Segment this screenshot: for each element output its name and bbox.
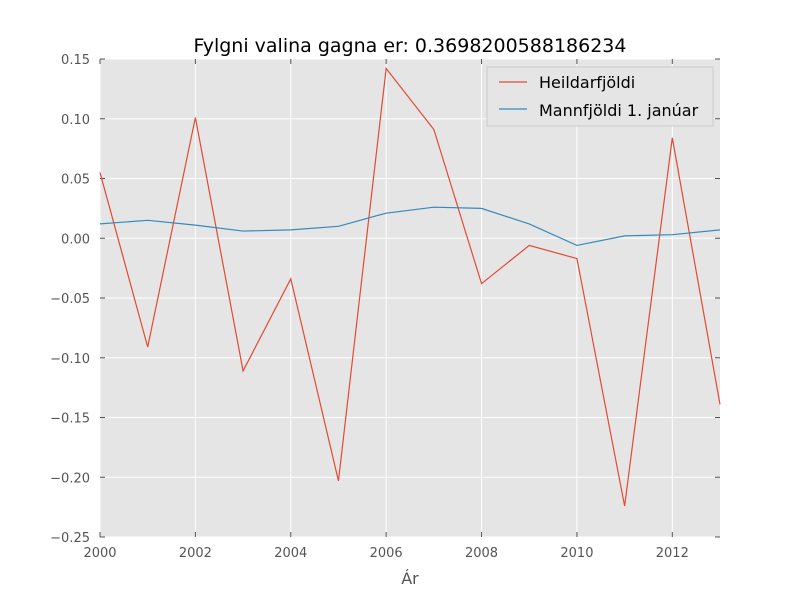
y-tick-label: 0.15 — [61, 53, 90, 68]
x-tick-label: 2004 — [274, 546, 307, 561]
y-tick-label: −0.15 — [50, 412, 90, 427]
y-tick-label: −0.20 — [50, 471, 90, 486]
x-tick-label: 2006 — [370, 546, 403, 561]
y-tick-label: 0.10 — [61, 113, 90, 128]
x-tick-label: 2002 — [179, 546, 212, 561]
legend-box — [486, 66, 714, 127]
y-tick-label: 0.05 — [61, 173, 90, 188]
y-tick-label: −0.10 — [50, 352, 90, 367]
legend: Heildarfjöldi Mannfjöldi 1. janúar — [486, 66, 714, 127]
y-tick-label: 0.00 — [61, 232, 90, 247]
chart-title: Fylgni valina gagna er: 0.36982005881862… — [194, 35, 627, 57]
series-line-0 — [99, 67, 721, 507]
x-tick-label: 2010 — [560, 546, 593, 561]
x-tick-label: 2012 — [656, 546, 689, 561]
x-tick-label: 2000 — [83, 546, 116, 561]
series-layer — [99, 67, 721, 507]
axis-ticks — [99, 58, 720, 538]
tick-labels: 2000 2002 2004 2006 2008 2010 2012 −0.25 −0.20 −0… — [50, 53, 689, 561]
legend-label-mannfjoldi: Mannfjöldi 1. janúar — [539, 101, 699, 120]
grid-lines — [99, 58, 720, 538]
x-axis-title: Ár — [401, 569, 419, 588]
legend-label-heildarfjoldi: Heildarfjöldi — [539, 73, 635, 92]
series-line-1 — [99, 206, 721, 247]
y-tick-label: −0.25 — [50, 531, 90, 546]
y-tick-label: −0.05 — [50, 292, 90, 307]
x-tick-label: 2008 — [465, 546, 498, 561]
